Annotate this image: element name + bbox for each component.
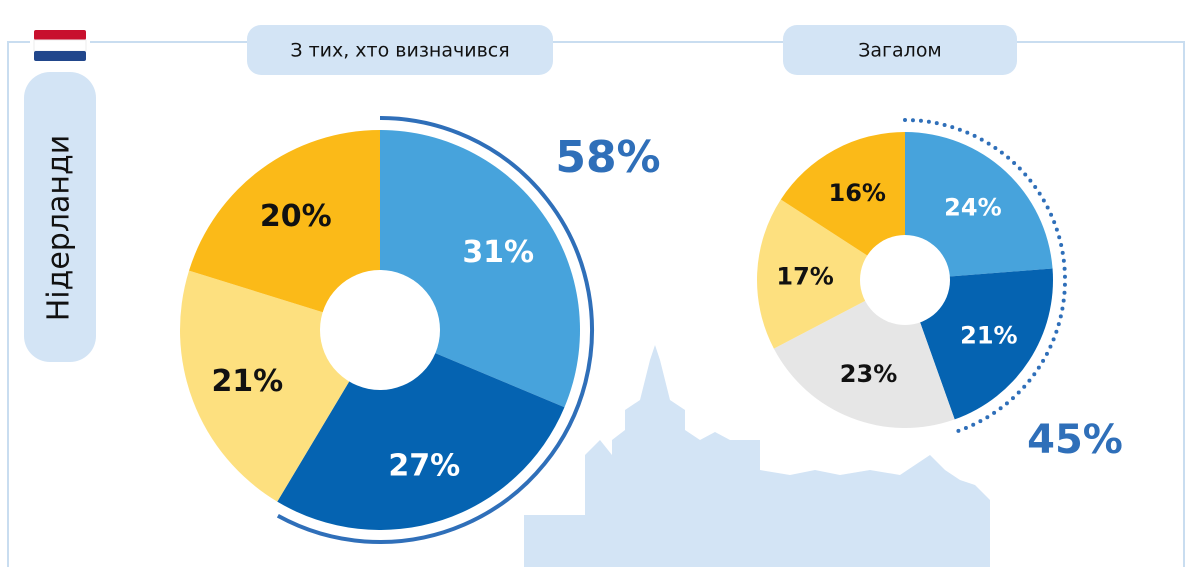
frame	[7, 41, 1185, 567]
pie-slice	[189, 130, 380, 330]
slice-label: 31%	[462, 235, 534, 270]
country-pill	[24, 72, 96, 362]
slice-label: 23%	[840, 360, 897, 388]
highlight-label: 58%	[555, 132, 660, 183]
pie-slice	[277, 330, 565, 530]
slice-label: 17%	[776, 262, 833, 290]
slice-label: 27%	[388, 448, 460, 483]
highlight-label: 45%	[1027, 417, 1123, 463]
chart-title: З тих, хто визначився	[290, 40, 509, 62]
pie-slice	[905, 268, 1053, 420]
pie-hole	[860, 235, 950, 325]
country-label: Нідерланди	[42, 135, 77, 322]
flag	[33, 30, 87, 61]
flag-blue	[34, 51, 86, 61]
title-pill	[783, 25, 1017, 75]
chart-title: Загалом	[858, 40, 942, 62]
slice-label: 21%	[960, 321, 1017, 349]
skyline	[524, 345, 990, 567]
slice-label: 24%	[944, 194, 1001, 222]
title-pill	[247, 25, 553, 75]
pie-slice	[756, 199, 905, 349]
slice-label: 20%	[260, 199, 332, 234]
pie-slice	[905, 132, 1053, 280]
slice-label: 16%	[829, 179, 886, 207]
slice-label: 21%	[211, 364, 283, 399]
highlight-arc	[903, 118, 1067, 435]
flag-red	[34, 30, 86, 40]
flag-white	[33, 39, 87, 52]
pie-hole	[320, 270, 440, 390]
highlight-arc	[276, 116, 594, 544]
pie-slice	[780, 132, 905, 280]
